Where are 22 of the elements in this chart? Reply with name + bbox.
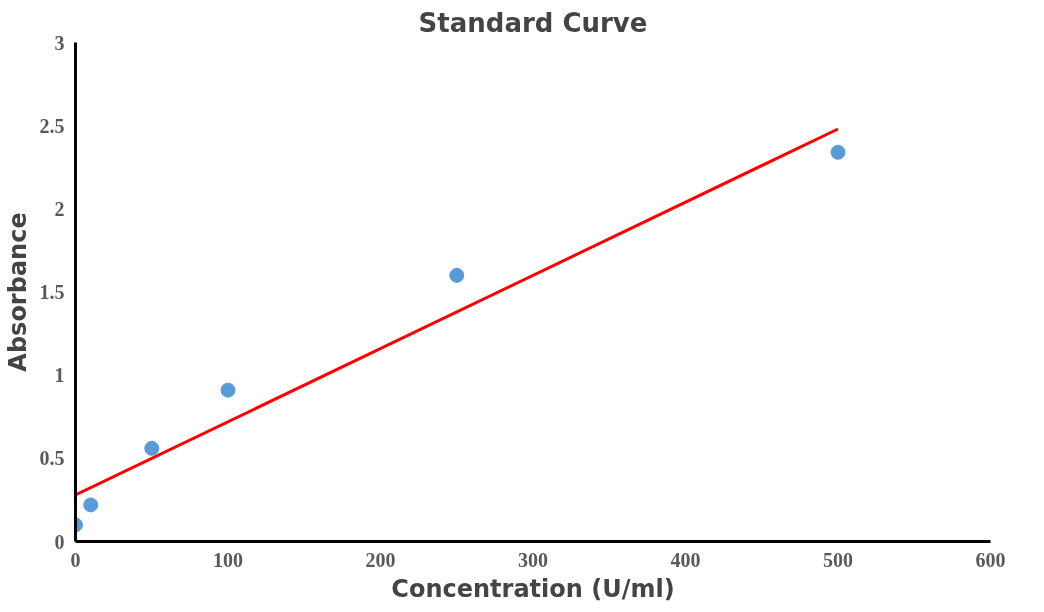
x-tick-label: 600	[975, 548, 1006, 571]
point	[83, 497, 99, 513]
chart-title: Standard Curve	[418, 7, 648, 38]
y-tick-label: 1.5	[39, 281, 65, 303]
y-tick-label: 0	[54, 530, 65, 553]
y-tick-label: 1	[54, 364, 65, 387]
y-tick-label: 2.5	[39, 114, 65, 137]
y-tick-label: 0.5	[39, 447, 65, 470]
x-axis-title: Concentration (U/ml)	[391, 574, 675, 603]
x-tick-label: 100	[213, 548, 243, 571]
y-tick-label: 2	[54, 197, 65, 220]
y-tick-label: 3	[54, 31, 65, 54]
point	[830, 144, 846, 160]
x-tick-label: 200	[365, 548, 396, 571]
point	[220, 382, 236, 398]
x-tick-label: 500	[823, 548, 853, 571]
x-tick-label: 300	[518, 548, 548, 571]
point	[144, 440, 160, 456]
point	[449, 267, 465, 283]
x-tick-label: 400	[670, 548, 701, 571]
x-tick-label: 0	[70, 548, 81, 571]
y-axis-title: Absorbance	[3, 212, 32, 372]
